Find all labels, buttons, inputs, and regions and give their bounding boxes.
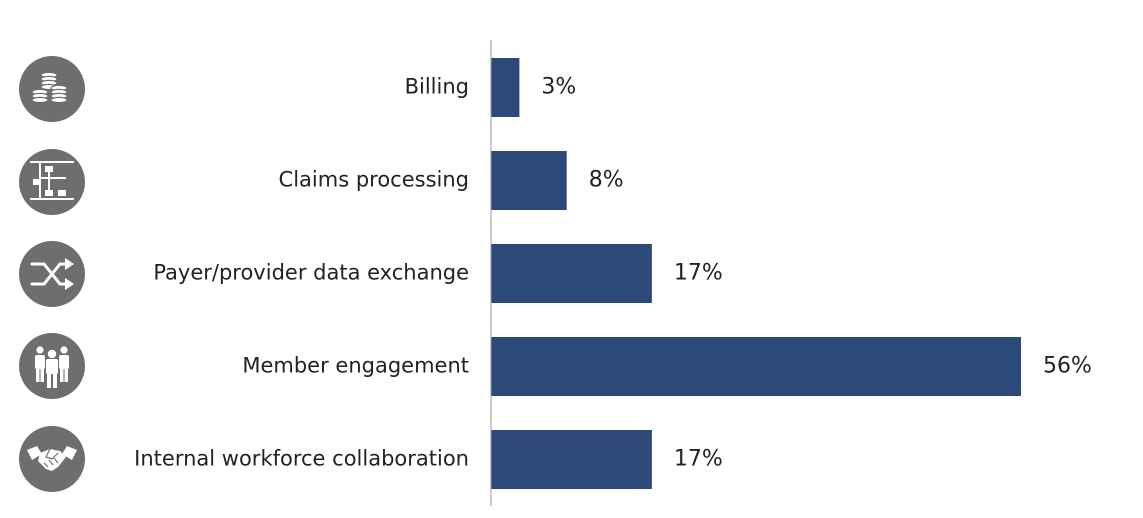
bar-claims-processing	[491, 151, 567, 210]
bar-payer-provider-data-exchange	[491, 244, 652, 303]
value-label-member-engagement: 56%	[1043, 354, 1092, 379]
value-labels: 3% 8% 17% 56% 17%	[541, 75, 1092, 472]
category-labels: Billing Claims processing Payer/provider d…	[134, 75, 469, 471]
category-icons	[19, 56, 85, 492]
handshake-icon	[19, 426, 85, 492]
value-label-billing: 3%	[541, 75, 576, 100]
category-label-internal-workforce-collaboration: Internal workforce collaboration	[134, 447, 469, 471]
category-label-claims-processing: Claims processing	[279, 168, 469, 192]
people-icon	[19, 333, 85, 399]
category-label-payer-provider-data-exchange: Payer/provider data exchange	[153, 261, 469, 285]
category-label-billing: Billing	[405, 75, 469, 99]
shuffle-icon	[19, 241, 85, 307]
workflow-icon	[19, 149, 85, 215]
value-label-claims-processing: 8%	[589, 168, 624, 193]
value-label-payer-provider-data-exchange: 17%	[674, 261, 723, 286]
category-label-member-engagement: Member engagement	[242, 354, 469, 378]
coins-icon	[19, 56, 85, 122]
bar-member-engagement	[491, 337, 1021, 396]
bar-internal-workforce-collaboration	[491, 430, 652, 489]
bar-billing	[491, 58, 520, 117]
bars-group	[491, 58, 1021, 489]
value-label-internal-workforce-collaboration: 17%	[674, 447, 723, 472]
